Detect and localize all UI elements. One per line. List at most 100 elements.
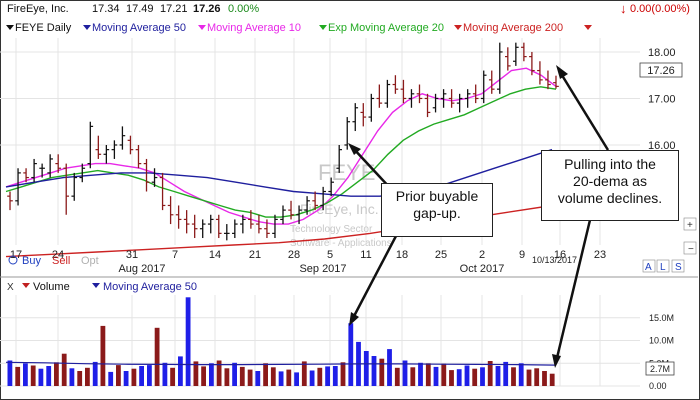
volume-legend: X Volume Moving Average 50 <box>7 281 197 293</box>
volume-bar <box>178 356 183 386</box>
volume-bar <box>340 362 346 386</box>
volume-bar <box>371 356 377 386</box>
volume-bar <box>139 366 144 386</box>
price-bar <box>183 210 190 234</box>
volume-bar <box>92 361 98 386</box>
price-bar <box>328 177 334 197</box>
zoom-out-button[interactable] <box>683 241 697 255</box>
price-tick-label: 16.00 <box>648 140 676 152</box>
volume-bar <box>232 362 237 386</box>
callout-arrows <box>348 65 610 368</box>
company-name: FireEye, Inc. <box>7 3 69 15</box>
date-tick-label: 11 <box>360 249 371 261</box>
price-bar <box>223 224 230 241</box>
overlay-dropdown-icon[interactable] <box>584 25 592 30</box>
volume-bar <box>472 368 478 386</box>
price-bar <box>151 168 158 187</box>
volume-bar <box>100 325 106 386</box>
price-tick-label: 18.00 <box>648 47 676 59</box>
volume-bar <box>518 363 524 387</box>
volume-bar <box>7 360 13 386</box>
price-bar <box>472 84 479 104</box>
scale-l-button[interactable] <box>656 259 670 273</box>
volume-bar <box>170 367 175 386</box>
ema20-dropdown-icon[interactable] <box>319 25 327 30</box>
volume-bar <box>480 367 485 386</box>
volume-bar <box>286 369 292 386</box>
volume-bar <box>46 366 52 386</box>
price-bar <box>103 144 110 164</box>
price-bar <box>167 196 174 225</box>
legend-symbol: FEYE Daily <box>15 22 72 34</box>
exp-moving-average-20-line <box>5 86 557 218</box>
volume-bar <box>193 361 199 386</box>
high-price: 17.49 <box>126 3 154 15</box>
buy-link[interactable]: Buy <box>22 255 41 267</box>
volume-tick-label: 10.0M <box>649 336 674 346</box>
ma50-dropdown-icon[interactable] <box>83 25 91 30</box>
volume-bar <box>317 367 323 386</box>
volume-ma-dropdown-icon[interactable] <box>92 283 100 288</box>
moving-average-50-line <box>5 148 553 197</box>
ma10-dropdown-icon[interactable] <box>198 25 206 30</box>
volume-bar <box>185 297 191 386</box>
date-tick-label: 25 <box>435 249 447 261</box>
volume-bar <box>61 353 67 386</box>
price-bar <box>392 75 399 94</box>
date-axis: 17 24 31 7 14 21 28 5 11 18 25 2 9 16 23 Aug 2017 Sep 20… <box>10 249 606 275</box>
price-bar <box>400 79 407 104</box>
price-bar <box>175 205 182 229</box>
sell-link[interactable]: Sell <box>52 255 70 267</box>
price-bar <box>55 154 61 173</box>
scale-a-button[interactable] <box>642 259 656 273</box>
price-bar <box>440 89 447 108</box>
price-bar <box>496 42 503 94</box>
date-tick-label: 17 <box>10 249 22 261</box>
volume-grid <box>0 295 640 387</box>
month-label: Aug 2017 <box>118 263 165 275</box>
scale-buttons: A L S <box>642 259 685 273</box>
date-tick-label: 18 <box>396 249 408 261</box>
price-bar <box>432 93 439 113</box>
price-tick-label: 17.00 <box>648 93 676 105</box>
volume-bar <box>147 365 152 386</box>
ma200-dropdown-icon[interactable] <box>454 25 462 30</box>
trade-icon[interactable] <box>8 255 18 265</box>
arrow-gap-volume <box>350 235 398 321</box>
symbol-dropdown-icon[interactable] <box>6 25 14 30</box>
price-bar <box>312 191 318 211</box>
arrow-gap-volume-head <box>349 312 359 326</box>
volume-ma-legend-label: Moving Average 50 <box>103 281 197 293</box>
watermark-name: FireEye, Inc. <box>300 201 379 217</box>
volume-dropdown-icon[interactable] <box>22 283 30 288</box>
scale-s-button[interactable] <box>671 259 685 273</box>
last-price-box <box>639 62 683 78</box>
volume-tick-label: 15.0M <box>649 313 674 323</box>
legend-ma10: Moving Average 10 <box>207 22 301 34</box>
price-bar <box>529 51 535 76</box>
arrow-pull-volume-head <box>552 354 561 368</box>
volume-bar <box>410 367 416 386</box>
volume-bar <box>534 368 540 386</box>
option-link[interactable]: Opt <box>81 255 99 267</box>
price-bar <box>127 135 134 155</box>
price-bar <box>15 168 21 206</box>
price-bar <box>248 210 254 229</box>
price-bar <box>352 103 359 132</box>
volume-bar <box>263 363 268 387</box>
volume-close-icon[interactable]: X <box>7 282 14 293</box>
price-bar <box>256 214 262 234</box>
date-tick-label: 31 <box>126 249 138 261</box>
price-bar <box>368 93 375 122</box>
price-bar <box>7 191 13 211</box>
zoom-in-button[interactable] <box>683 217 697 231</box>
price-bar <box>264 219 270 239</box>
volume-bar <box>270 367 276 386</box>
date-tick-label: 7 <box>172 249 178 261</box>
volume-bar <box>85 367 90 386</box>
scale-s-label: S <box>675 262 682 273</box>
volume-tick-label: 0.00 <box>649 381 667 391</box>
volume-bar <box>278 371 284 386</box>
volume-bar <box>503 361 509 386</box>
volume-bar <box>449 370 454 386</box>
